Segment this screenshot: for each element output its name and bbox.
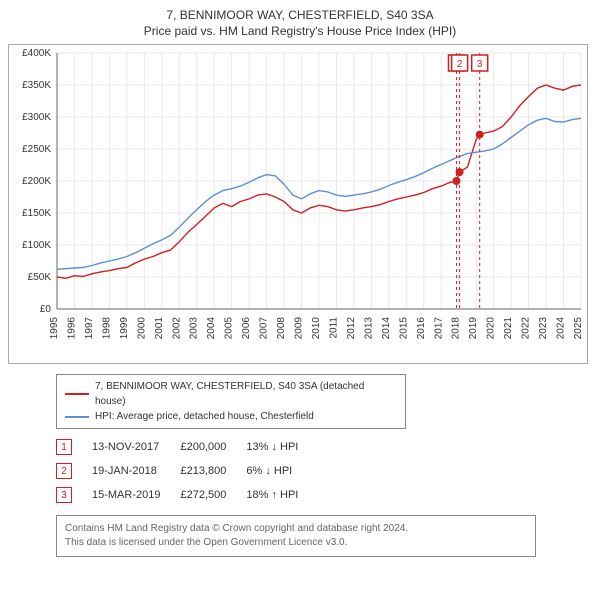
svg-text:£50K: £50K xyxy=(28,272,52,283)
sale-marker: 3 xyxy=(56,487,72,503)
svg-text:2015: 2015 xyxy=(398,317,409,340)
svg-text:2013: 2013 xyxy=(363,317,374,340)
sale-price: £272,500 xyxy=(180,483,246,507)
svg-text:2020: 2020 xyxy=(486,317,497,340)
svg-text:2012: 2012 xyxy=(346,317,357,340)
svg-text:£350K: £350K xyxy=(22,80,51,91)
sale-marker: 1 xyxy=(56,439,72,455)
footer: Contains HM Land Registry data © Crown c… xyxy=(56,515,536,557)
chart-svg: £0 £50K £100K £150K £200K £250K £300K £350K £400… xyxy=(9,45,589,365)
svg-text:£400K: £400K xyxy=(22,48,51,59)
svg-text:2018: 2018 xyxy=(451,317,462,340)
svg-text:1995: 1995 xyxy=(49,317,60,340)
footer-line2: This data is licensed under the Open Gov… xyxy=(65,536,527,550)
sale-price: £200,000 xyxy=(180,435,246,459)
svg-text:2010: 2010 xyxy=(311,317,322,340)
footer-line1: Contains HM Land Registry data © Crown c… xyxy=(65,522,527,536)
svg-text:£150K: £150K xyxy=(22,208,51,219)
legend-row: HPI: Average price, detached house, Ches… xyxy=(65,409,397,424)
legend-swatch-price xyxy=(65,393,89,395)
table-row: 1 13-NOV-2017£200,00013% ↓ HPI xyxy=(56,435,318,459)
svg-text:2002: 2002 xyxy=(171,317,182,340)
svg-text:2003: 2003 xyxy=(189,317,200,340)
svg-text:2009: 2009 xyxy=(294,317,305,340)
svg-text:£300K: £300K xyxy=(22,112,51,123)
svg-text:2008: 2008 xyxy=(276,317,287,340)
title-block: 7, BENNIMOOR WAY, CHESTERFIELD, S40 3SA … xyxy=(8,8,592,38)
svg-text:2011: 2011 xyxy=(328,317,339,339)
sale-date: 15-MAR-2019 xyxy=(92,483,180,507)
svg-text:2001: 2001 xyxy=(154,317,165,340)
svg-text:2024: 2024 xyxy=(556,317,567,340)
legend: 7, BENNIMOOR WAY, CHESTERFIELD, S40 3SA … xyxy=(56,374,406,429)
svg-text:2000: 2000 xyxy=(136,317,147,340)
svg-text:1996: 1996 xyxy=(66,317,77,340)
title-address: 7, BENNIMOOR WAY, CHESTERFIELD, S40 3SA xyxy=(8,8,592,22)
sale-date: 19-JAN-2018 xyxy=(92,459,180,483)
legend-label: HPI: Average price, detached house, Ches… xyxy=(95,409,314,424)
svg-text:2005: 2005 xyxy=(224,317,235,340)
svg-text:1999: 1999 xyxy=(119,317,130,340)
svg-text:3: 3 xyxy=(477,59,483,70)
legend-swatch-hpi xyxy=(65,416,89,418)
sale-delta: 13% ↓ HPI xyxy=(246,435,318,459)
svg-text:£0: £0 xyxy=(40,304,52,315)
svg-text:2007: 2007 xyxy=(259,317,270,340)
svg-text:2025: 2025 xyxy=(573,317,584,340)
legend-row: 7, BENNIMOOR WAY, CHESTERFIELD, S40 3SA … xyxy=(65,379,397,409)
sale-price: £213,800 xyxy=(180,459,246,483)
svg-text:£250K: £250K xyxy=(22,144,51,155)
sale-delta: 18% ↑ HPI xyxy=(246,483,318,507)
svg-text:£100K: £100K xyxy=(22,240,51,251)
svg-text:1997: 1997 xyxy=(84,317,95,340)
chart: £0 £50K £100K £150K £200K £250K £300K £350K £400… xyxy=(8,44,588,364)
sale-date: 13-NOV-2017 xyxy=(92,435,180,459)
svg-text:2017: 2017 xyxy=(433,317,444,340)
svg-text:2004: 2004 xyxy=(206,317,217,340)
svg-text:1998: 1998 xyxy=(101,317,112,340)
svg-text:£200K: £200K xyxy=(22,176,51,187)
table-row: 3 15-MAR-2019£272,50018% ↑ HPI xyxy=(56,483,318,507)
sale-marker: 2 xyxy=(56,463,72,479)
svg-text:2022: 2022 xyxy=(521,317,532,340)
svg-text:2016: 2016 xyxy=(416,317,427,340)
svg-text:2014: 2014 xyxy=(381,317,392,340)
svg-text:2006: 2006 xyxy=(241,317,252,340)
svg-text:2: 2 xyxy=(457,59,463,70)
sale-delta: 6% ↓ HPI xyxy=(246,459,318,483)
title-subtitle: Price paid vs. HM Land Registry's House … xyxy=(8,24,592,38)
legend-label: 7, BENNIMOOR WAY, CHESTERFIELD, S40 3SA … xyxy=(95,379,397,409)
svg-text:2021: 2021 xyxy=(503,317,514,340)
svg-text:2019: 2019 xyxy=(468,317,479,340)
table-row: 2 19-JAN-2018£213,8006% ↓ HPI xyxy=(56,459,318,483)
svg-text:2023: 2023 xyxy=(538,317,549,340)
sales-table: 1 13-NOV-2017£200,00013% ↓ HPI 2 19-JAN-201… xyxy=(56,435,318,507)
